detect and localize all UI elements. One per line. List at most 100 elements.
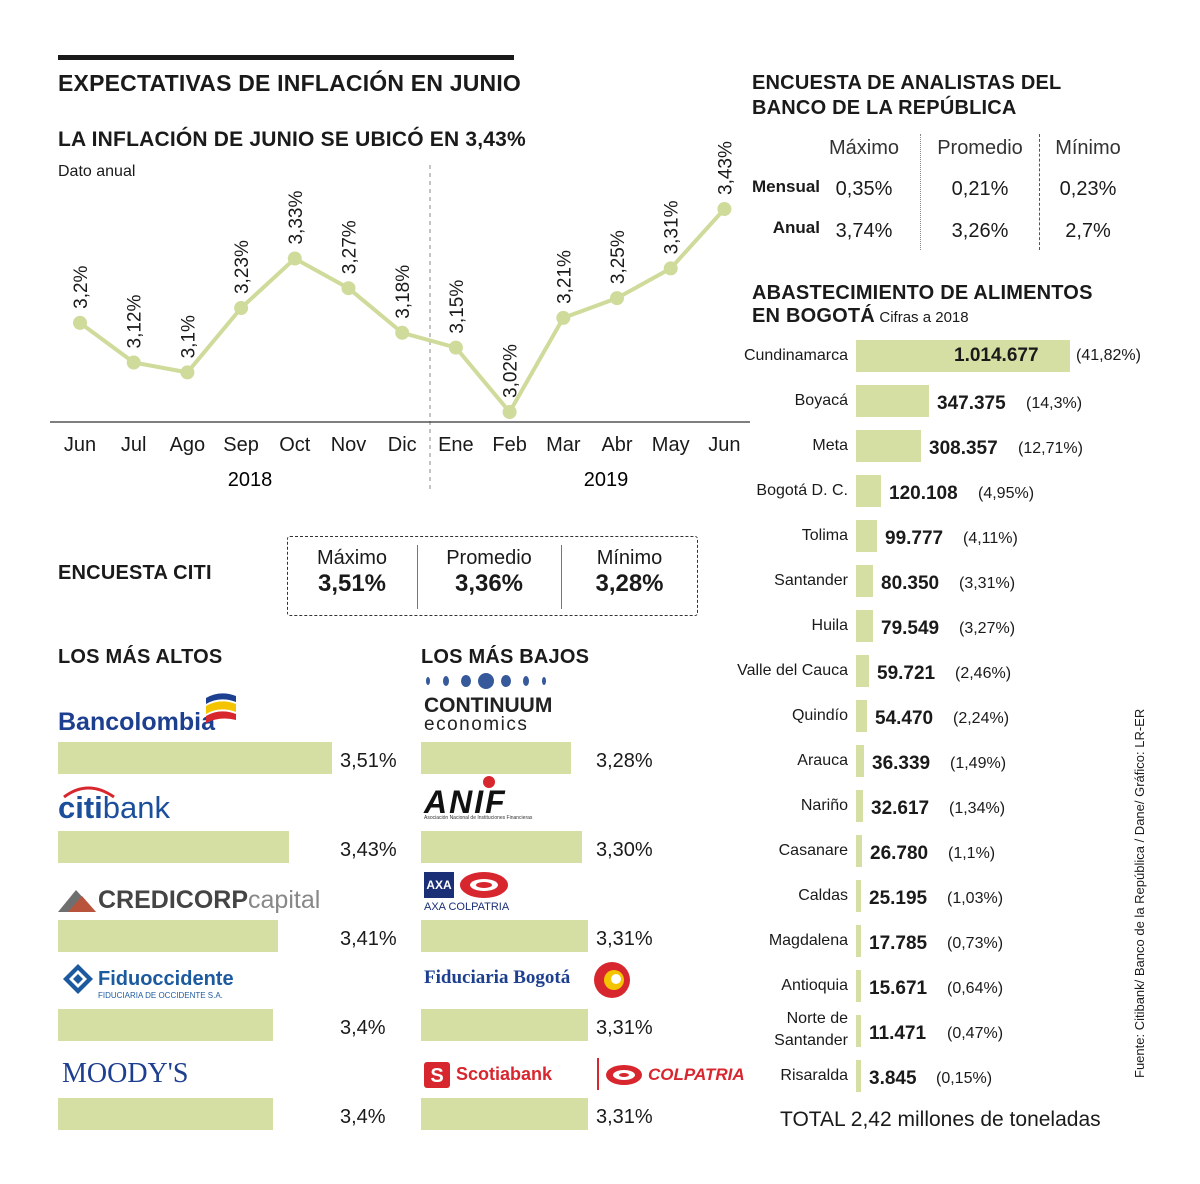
bar bbox=[856, 340, 1070, 372]
anif-dot-icon bbox=[483, 776, 495, 788]
bar bbox=[856, 475, 881, 507]
data-label: 3,15% bbox=[447, 280, 468, 334]
anif-logo: ANIF bbox=[424, 784, 507, 820]
chart-note: Dato anual bbox=[58, 163, 136, 180]
supply-total: TOTAL 2,42 millones de toneladas bbox=[780, 1108, 1101, 1131]
data-point bbox=[556, 310, 571, 325]
data-point bbox=[717, 202, 732, 216]
category-label-line: Valle del Cauca bbox=[737, 662, 848, 679]
axa-logo: AXA bbox=[424, 872, 454, 898]
x-tick-label: Dic bbox=[388, 434, 417, 456]
bar-value-label: 99.777 bbox=[885, 528, 944, 549]
survey-row-label-anual: Anual bbox=[772, 218, 820, 237]
credicorp-mountain-icon bbox=[58, 890, 96, 912]
category-label: Santander bbox=[728, 570, 848, 592]
data-label: 3,43% bbox=[715, 141, 736, 195]
category-label: Quindío bbox=[728, 705, 848, 727]
bar bbox=[856, 700, 867, 732]
citi-avg: Promedio 3,36% bbox=[418, 537, 560, 615]
bar bbox=[856, 880, 861, 912]
fiduoccidente-diamond-icon bbox=[63, 964, 93, 994]
bar bbox=[856, 925, 861, 957]
bar bbox=[421, 1098, 588, 1130]
continuum-dots-icon bbox=[426, 673, 546, 689]
category-label: Antioquia bbox=[728, 975, 848, 997]
x-tick-label: Sep bbox=[223, 434, 259, 456]
category-label: Boyacá bbox=[728, 390, 848, 412]
category-label-line: Huila bbox=[811, 617, 848, 634]
category-label-line: Casanare bbox=[778, 842, 848, 859]
x-tick-label: May bbox=[652, 434, 690, 456]
bar bbox=[856, 1060, 861, 1092]
bar bbox=[58, 831, 289, 863]
survey-value: 0,21% bbox=[951, 178, 1009, 200]
chart-subtitle: LA INFLACIÓN DE JUNIO SE UBICÓ EN 3,43% bbox=[58, 128, 526, 151]
citi-avg-value: 3,36% bbox=[454, 570, 524, 597]
data-label: 3,18% bbox=[393, 265, 414, 319]
bar-share-label: (0,64%) bbox=[947, 980, 1004, 997]
category-label: Nariño bbox=[728, 795, 848, 817]
citi-min-label: Mínimo bbox=[596, 547, 663, 569]
bar-value-label: 26.780 bbox=[870, 843, 929, 864]
bar-value-label: 347.375 bbox=[937, 393, 1006, 414]
bar bbox=[856, 610, 873, 642]
category-label-line: Risaralda bbox=[780, 1067, 848, 1084]
x-tick-label: Mar bbox=[546, 434, 581, 456]
bar bbox=[856, 520, 877, 552]
bar bbox=[856, 790, 863, 822]
data-point bbox=[126, 355, 141, 370]
survey-col-min: Mínimo bbox=[1055, 137, 1121, 159]
bar bbox=[421, 831, 582, 863]
credicorp-logo-b: capital bbox=[248, 886, 321, 914]
bar-share-label: (4,95%) bbox=[978, 485, 1035, 502]
year-label-2018: 2018 bbox=[228, 469, 273, 491]
bar-share-label: (2,24%) bbox=[953, 710, 1010, 727]
category-label: Tolima bbox=[728, 525, 848, 547]
data-point bbox=[341, 281, 356, 296]
category-label-line: Santander bbox=[774, 572, 848, 589]
bar-value-label: 59.721 bbox=[877, 663, 936, 684]
bar-share-label: (0,15%) bbox=[936, 1070, 993, 1087]
x-tick-label: Jun bbox=[64, 434, 96, 456]
survey-title-line1: ENCUESTA DE ANALISTAS DEL bbox=[752, 72, 1062, 94]
lowest-title: LOS MÁS BAJOS bbox=[421, 646, 590, 668]
bar-share-label: (0,73%) bbox=[947, 935, 1004, 952]
bancolombia-logo: Bancolombia bbox=[58, 708, 215, 736]
data-label: 3,12% bbox=[125, 295, 146, 349]
data-point bbox=[73, 315, 87, 330]
bar-value-label: 3,41% bbox=[340, 928, 397, 950]
data-label: 3,33% bbox=[286, 191, 307, 245]
data-label: 3,2% bbox=[71, 265, 92, 308]
bar-value-label: 17.785 bbox=[869, 933, 928, 954]
category-label-line: Norte de bbox=[786, 1010, 848, 1027]
data-point bbox=[663, 261, 678, 276]
bar-value-label: 3,31% bbox=[596, 1017, 653, 1039]
bar bbox=[856, 835, 862, 867]
axa-subtitle: AXA COLPATRIA bbox=[424, 901, 510, 913]
colpatria-logo: COLPATRIA bbox=[648, 1065, 745, 1084]
category-label: Huila bbox=[728, 615, 848, 637]
survey-value: 2,7% bbox=[1065, 220, 1111, 242]
scotiabank-logo: Scotiabank bbox=[456, 1064, 553, 1084]
data-label: 3,02% bbox=[501, 344, 522, 398]
category-label-line: Santander bbox=[774, 1032, 848, 1049]
bar bbox=[856, 970, 861, 1002]
supply-subtitle: Cifras a 2018 bbox=[879, 309, 969, 326]
x-tick-label: Nov bbox=[331, 434, 367, 456]
bar-value-label: 3,31% bbox=[596, 1106, 653, 1128]
anif-subtitle: Asociación Nacional de Instituciones Fin… bbox=[424, 815, 533, 821]
bar-value-label: 308.357 bbox=[929, 438, 998, 459]
credicorp-logo: CREDICORPcapital bbox=[98, 886, 320, 915]
bar-share-label: (1,49%) bbox=[950, 755, 1007, 772]
source-note: Fuente: Citibank/ Banco de la República … bbox=[1132, 708, 1147, 1078]
supply-title-line1: ABASTECIMIENTO DE ALIMENTOS bbox=[752, 282, 1093, 304]
category-label: Casanare bbox=[728, 840, 848, 862]
citi-max-value: 3,51% bbox=[317, 570, 387, 597]
citi-survey-label: ENCUESTA CITI bbox=[58, 562, 212, 584]
x-tick-label: Jun bbox=[708, 434, 740, 456]
data-point bbox=[448, 340, 463, 355]
fiduoccidente-logo: Fiduoccidente bbox=[98, 968, 234, 990]
data-point bbox=[395, 325, 410, 340]
bar-value-label: 11.471 bbox=[869, 1023, 927, 1044]
citi-max-label: Máximo bbox=[316, 547, 387, 569]
